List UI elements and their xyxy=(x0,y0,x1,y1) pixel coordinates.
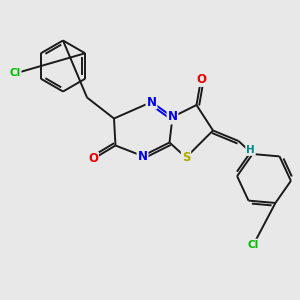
Text: Cl: Cl xyxy=(9,68,21,79)
Text: N: N xyxy=(146,95,157,109)
Text: O: O xyxy=(88,152,98,166)
Text: N: N xyxy=(137,149,148,163)
Text: Cl: Cl xyxy=(248,239,259,250)
Text: H: H xyxy=(246,145,255,155)
Text: O: O xyxy=(196,73,206,86)
Text: N: N xyxy=(167,110,178,124)
Text: S: S xyxy=(182,151,190,164)
